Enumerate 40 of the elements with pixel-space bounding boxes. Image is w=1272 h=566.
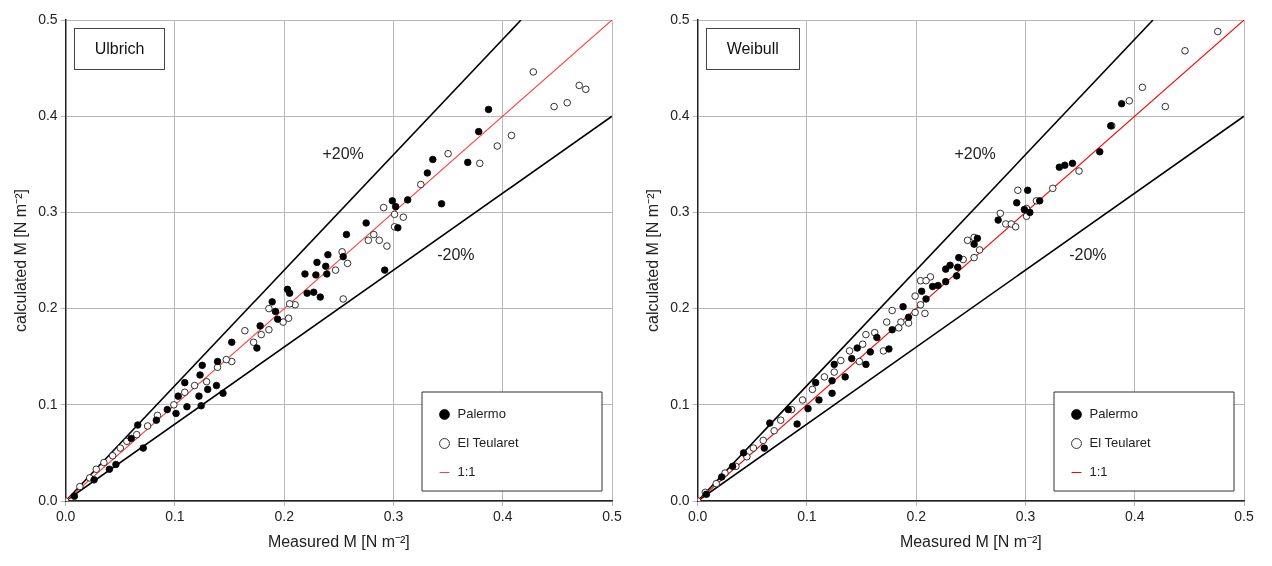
x-tick-label: 0.4 xyxy=(493,508,513,525)
text: Weibull xyxy=(705,28,800,70)
legend-label: El Teularet xyxy=(457,435,520,451)
y-tick-label: 0.2 xyxy=(670,299,690,316)
x-tick-label: 0.3 xyxy=(383,508,404,525)
y-tick-label: 0.3 xyxy=(670,203,690,220)
x-tick-label: 0.2 xyxy=(274,508,295,525)
y-tick-label: 0.4 xyxy=(38,107,58,124)
annotation: -20% xyxy=(1069,246,1107,265)
y-axis-title: calculated M [N m⁻²] xyxy=(644,189,662,332)
y-tick-label: 0.1 xyxy=(38,395,58,412)
y-tick-label: 0.5 xyxy=(38,10,58,27)
x-tick-label: 0.0 xyxy=(687,508,708,525)
legend-label: El Teularet xyxy=(1089,435,1152,451)
legend-label: Palermo xyxy=(457,406,506,422)
x-tick-label: 0.0 xyxy=(55,508,76,525)
x-axis-title: Measured M [N m⁻²] xyxy=(267,532,410,550)
legend-label: Palermo xyxy=(1089,406,1138,422)
annotation: +20% xyxy=(322,145,364,164)
x-tick-label: 0.2 xyxy=(906,508,927,525)
y-tick-label: 0.3 xyxy=(38,203,58,220)
legend-label: 1:1 xyxy=(1089,464,1108,480)
y-tick-label: 0.0 xyxy=(38,491,58,508)
y-axis-title: calculated M [N m⁻²] xyxy=(12,189,30,332)
x-tick-label: 0.5 xyxy=(602,508,622,525)
y-tick-label: 0.1 xyxy=(670,395,690,412)
y-tick-label: 0.2 xyxy=(38,299,58,316)
text: Ulbrich xyxy=(73,28,166,70)
annotation: +20% xyxy=(954,145,996,164)
x-tick-label: 0.5 xyxy=(1234,508,1254,525)
y-tick-label: 0.4 xyxy=(670,107,690,124)
x-tick-label: 0.4 xyxy=(1125,508,1145,525)
y-tick-label: 0.0 xyxy=(670,491,690,508)
x-tick-label: 0.3 xyxy=(1015,508,1036,525)
annotation: -20% xyxy=(437,246,475,265)
legend-label: 1:1 xyxy=(457,464,476,480)
x-axis-title: Measured M [N m⁻²] xyxy=(899,532,1042,550)
y-tick-label: 0.5 xyxy=(670,10,690,27)
x-tick-label: 0.1 xyxy=(165,508,185,525)
x-tick-label: 0.1 xyxy=(797,508,817,525)
